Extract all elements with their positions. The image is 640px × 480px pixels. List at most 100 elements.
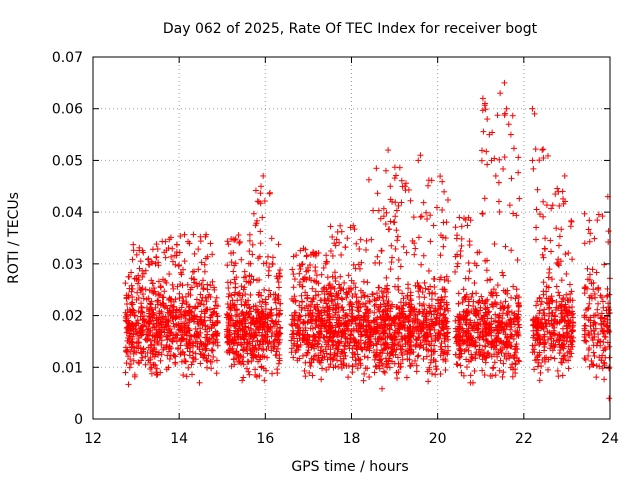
- data-point: [300, 275, 307, 282]
- data-point: [309, 325, 316, 332]
- data-point: [465, 302, 472, 309]
- data-point: [135, 359, 142, 366]
- data-point: [344, 235, 351, 242]
- data-point: [274, 366, 281, 373]
- data-point: [261, 377, 268, 384]
- data-point: [320, 334, 327, 341]
- data-point: [252, 371, 259, 378]
- data-point: [407, 197, 414, 204]
- data-point: [143, 331, 150, 338]
- data-point: [513, 286, 520, 293]
- data-point: [371, 296, 378, 303]
- data-point: [304, 292, 311, 299]
- data-point: [224, 339, 231, 346]
- data-point: [338, 295, 345, 302]
- data-point: [172, 296, 179, 303]
- data-point: [444, 329, 451, 336]
- data-point: [201, 314, 208, 321]
- data-point: [439, 178, 446, 185]
- data-point: [389, 358, 396, 365]
- data-point: [208, 347, 215, 354]
- data-point: [299, 261, 306, 268]
- data-point: [178, 271, 185, 278]
- data-point: [323, 286, 330, 293]
- data-point: [350, 261, 357, 268]
- data-point: [378, 288, 385, 295]
- data-point: [177, 349, 184, 356]
- data-point: [259, 298, 266, 305]
- data-point: [362, 309, 369, 316]
- data-point: [497, 90, 504, 97]
- data-point: [496, 156, 503, 163]
- data-point: [276, 273, 283, 280]
- x-tick-label: 22: [515, 431, 533, 447]
- data-point: [415, 352, 422, 359]
- data-point: [363, 323, 370, 330]
- y-tick-label: 0.05: [52, 153, 83, 169]
- data-point: [444, 343, 451, 350]
- data-point: [510, 145, 517, 152]
- data-point: [129, 294, 136, 301]
- data-point: [203, 345, 210, 352]
- data-point: [258, 292, 265, 299]
- data-point: [349, 369, 356, 376]
- data-point: [489, 365, 496, 372]
- data-point: [122, 280, 129, 287]
- data-point: [445, 278, 452, 285]
- data-point: [224, 238, 231, 245]
- data-point: [268, 306, 275, 313]
- data-point: [481, 195, 488, 202]
- data-point: [396, 314, 403, 321]
- data-point: [605, 228, 612, 235]
- data-point: [400, 243, 407, 250]
- data-point: [179, 300, 186, 307]
- data-point: [166, 271, 173, 278]
- data-point: [405, 186, 412, 193]
- data-point: [135, 345, 142, 352]
- data-point: [385, 226, 392, 233]
- data-point: [360, 316, 367, 323]
- data-point: [397, 299, 404, 306]
- data-point: [276, 270, 283, 277]
- data-point: [457, 247, 464, 254]
- data-point: [254, 277, 261, 284]
- data-point: [593, 374, 600, 381]
- data-point: [303, 252, 310, 259]
- data-point: [176, 290, 183, 297]
- data-point: [559, 188, 566, 195]
- data-point: [145, 261, 152, 268]
- data-point: [195, 246, 202, 253]
- data-point: [381, 328, 388, 335]
- data-point: [555, 373, 562, 380]
- data-point: [352, 338, 359, 345]
- data-point: [225, 304, 232, 311]
- data-point: [152, 334, 159, 341]
- data-point: [323, 300, 330, 307]
- data-point: [377, 303, 384, 310]
- data-point: [155, 290, 162, 297]
- data-point: [469, 290, 476, 297]
- data-point: [430, 222, 437, 229]
- data-point: [229, 345, 236, 352]
- data-point: [233, 348, 240, 355]
- data-point: [484, 116, 491, 123]
- data-point: [177, 233, 184, 240]
- data-point: [565, 250, 572, 257]
- data-point: [154, 320, 161, 327]
- data-point: [178, 338, 185, 345]
- data-point: [150, 361, 157, 368]
- data-point: [437, 371, 444, 378]
- data-point: [308, 316, 315, 323]
- data-point: [277, 307, 284, 314]
- data-point: [225, 241, 232, 248]
- data-point: [356, 323, 363, 330]
- data-point: [584, 265, 591, 272]
- data-point: [250, 276, 257, 283]
- data-point: [238, 283, 245, 290]
- data-point: [307, 317, 314, 324]
- data-point: [153, 365, 160, 372]
- data-point: [458, 223, 465, 230]
- data-point: [456, 214, 463, 221]
- data-point: [266, 287, 273, 294]
- data-point: [214, 342, 221, 349]
